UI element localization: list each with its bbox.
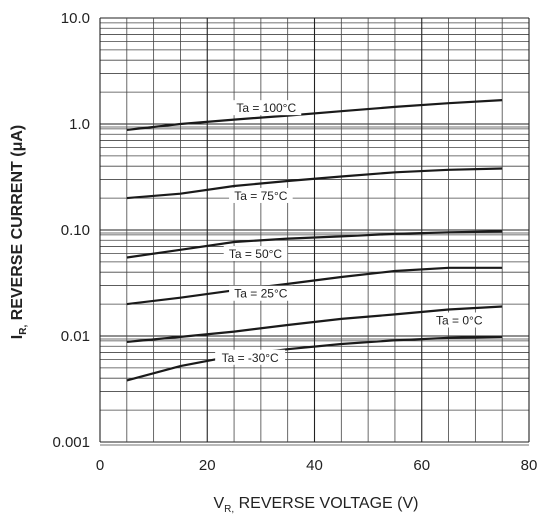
y-tick-label: 0.001 [52, 434, 90, 451]
curve-label: Ta = 100°C [236, 101, 296, 115]
curve-label-bg [223, 246, 288, 262]
x-tick-label: 40 [306, 457, 323, 474]
y-tick-label: 0.10 [61, 222, 90, 239]
y-tick-label: 0.01 [61, 328, 90, 345]
curve-labels: Ta = 100°C Ta = 75°C Ta = 50°C Ta = 25°C Ta … [215, 100, 488, 365]
curve-label: Ta = 0°C [436, 314, 483, 328]
curve-ta-50-c [126, 230, 503, 259]
curve-ta-25-c [126, 266, 503, 306]
curve-label: Ta = -30°C [222, 351, 279, 365]
curve-label-bg [231, 100, 302, 116]
curves [126, 99, 503, 382]
curve-ta-75-c [126, 167, 503, 200]
x-axis-ticks: 0 20 40 60 80 [96, 457, 538, 474]
y-tick-label: 1.0 [69, 116, 90, 133]
curve-label-bg [229, 187, 293, 203]
y-axis-title: IR, REVERSE CURRENT (μA) [9, 125, 29, 339]
y-axis-ticks: 0.001 0.01 0.10 1.0 10.0 [52, 10, 90, 451]
curve-ta-0-c [126, 305, 503, 343]
y-tick-label: 10.0 [61, 10, 90, 27]
x-axis-title: VR, REVERSE VOLTAGE (V) [213, 495, 418, 515]
curve-ta--30-c [126, 335, 503, 382]
x-tick-label: 0 [96, 457, 104, 474]
curve-label-bg [229, 285, 293, 301]
x-tick-label: 80 [521, 457, 538, 474]
curve-label-bg [430, 312, 488, 328]
x-tick-label: 20 [199, 457, 216, 474]
curve-label-bg [215, 349, 286, 365]
curve-ta-100-c [126, 99, 503, 131]
curve-label: Ta = 75°C [234, 189, 287, 203]
x-tick-label: 60 [413, 457, 430, 474]
curve-label: Ta = 50°C [229, 247, 282, 261]
curve-label: Ta = 25°C [234, 287, 287, 301]
